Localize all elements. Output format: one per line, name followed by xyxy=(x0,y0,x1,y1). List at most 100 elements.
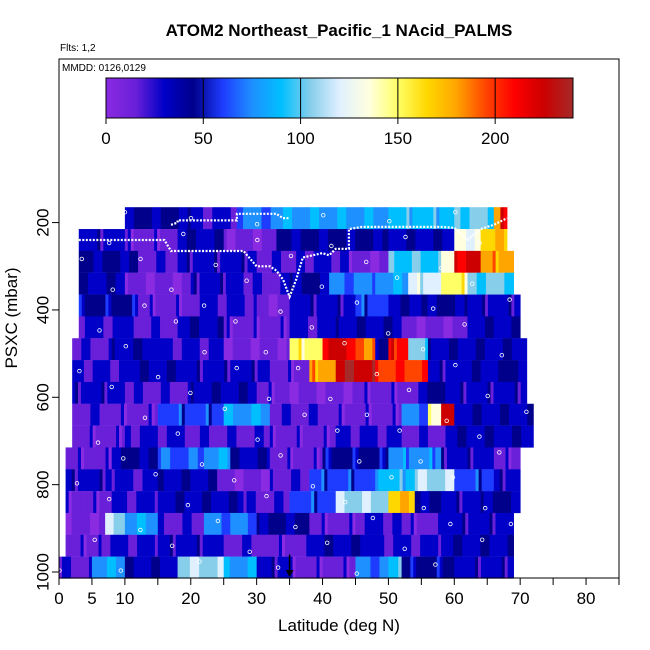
heatmap-cell xyxy=(268,294,273,317)
heatmap-cell xyxy=(184,294,189,317)
heatmap-cell xyxy=(326,316,330,339)
heatmap-cell xyxy=(425,512,430,535)
heatmap-cell xyxy=(307,447,312,470)
heatmap-cell xyxy=(343,229,347,252)
heatmap-cell xyxy=(373,250,377,273)
heatmap-cell xyxy=(241,381,246,404)
heatmap-cell xyxy=(250,250,255,273)
heatmap-cell xyxy=(245,534,249,557)
heatmap-cell xyxy=(258,229,263,252)
heatmap-cell xyxy=(169,381,174,404)
heatmap-cell xyxy=(477,491,482,514)
heatmap-cell xyxy=(250,229,254,252)
heatmap-cell xyxy=(495,556,500,579)
heatmap-cell xyxy=(133,360,138,383)
heatmap-cell xyxy=(443,316,447,339)
heatmap-cell xyxy=(157,403,162,426)
heatmap-cell xyxy=(451,207,455,230)
colorbar-tick-label: 150 xyxy=(384,129,412,148)
heatmap-cell xyxy=(245,403,249,426)
heatmap-cell xyxy=(428,316,432,339)
heatmap-cell xyxy=(348,250,353,273)
heatmap-cell xyxy=(385,229,389,252)
heatmap-cell xyxy=(291,360,295,383)
heatmap-cell xyxy=(81,316,86,339)
heatmap-cell xyxy=(414,272,418,295)
heatmap-cell xyxy=(499,469,504,492)
heatmap-cell xyxy=(231,272,236,295)
heatmap-cell xyxy=(258,491,263,514)
sample-marker xyxy=(175,431,180,436)
heatmap-cell xyxy=(209,425,213,448)
heatmap-cell xyxy=(507,534,511,557)
heatmap-cell xyxy=(361,250,365,273)
heatmap-cell xyxy=(394,207,398,230)
heatmap-cell xyxy=(284,403,289,426)
heatmap-cell xyxy=(344,403,349,426)
heatmap-cell xyxy=(163,491,168,514)
heatmap-cell xyxy=(403,207,407,230)
heatmap-cell xyxy=(242,534,246,557)
heatmap-cell xyxy=(376,512,381,535)
heatmap-cell xyxy=(222,491,227,514)
heatmap-cell xyxy=(486,556,491,579)
heatmap-cell xyxy=(472,403,476,426)
heatmap-cell xyxy=(273,207,278,230)
heatmap-cell xyxy=(98,381,102,404)
heatmap-cell xyxy=(89,534,93,557)
sample-marker xyxy=(109,384,114,390)
heatmap-cell xyxy=(500,207,505,230)
heatmap-cell xyxy=(227,512,231,535)
heatmap-cell xyxy=(508,447,512,470)
heatmap-cell xyxy=(383,512,387,535)
heatmap-cell xyxy=(328,338,332,361)
heatmap-cell xyxy=(340,381,344,404)
heatmap-cell xyxy=(411,272,415,295)
heatmap-cell xyxy=(422,556,426,579)
heatmap-cell xyxy=(172,338,177,361)
heatmap-cell xyxy=(462,512,466,535)
heatmap-cell xyxy=(206,207,210,230)
heatmap-cell xyxy=(127,512,132,535)
heatmap-cell xyxy=(90,447,94,470)
heatmap-cell xyxy=(321,229,326,252)
heatmap-cell xyxy=(111,338,116,361)
heatmap-cell xyxy=(328,447,332,470)
heatmap-cell xyxy=(277,250,282,273)
heatmap-cell xyxy=(322,447,326,470)
heatmap-cell xyxy=(277,491,281,514)
heatmap-cell xyxy=(416,338,420,361)
heatmap-cell xyxy=(241,556,246,579)
heatmap-cell xyxy=(489,512,493,535)
heatmap-cell xyxy=(323,272,327,295)
heatmap-cell xyxy=(248,447,252,470)
heatmap-cell xyxy=(167,447,171,470)
heatmap-cell xyxy=(510,272,514,295)
heatmap-cell xyxy=(298,491,303,514)
y-tick-label: 400 xyxy=(33,296,52,324)
heatmap-cell xyxy=(71,534,75,557)
heatmap-cell xyxy=(263,469,268,492)
sample-marker xyxy=(118,568,123,573)
heatmap-cell xyxy=(376,294,380,317)
heatmap-cell xyxy=(196,229,200,252)
heatmap-cell xyxy=(202,272,206,295)
heatmap-cell xyxy=(136,272,141,295)
heatmap-cell xyxy=(272,534,277,557)
heatmap-cell xyxy=(369,469,373,492)
heatmap-cell xyxy=(248,360,252,383)
heatmap-cell xyxy=(490,469,495,492)
heatmap-cell xyxy=(257,447,262,470)
sample-marker xyxy=(169,287,174,292)
heatmap-cell xyxy=(261,229,266,252)
heatmap-cell xyxy=(338,272,342,295)
heatmap-cell xyxy=(100,556,105,579)
heatmap-cell xyxy=(129,294,133,317)
heatmap-cell xyxy=(120,338,125,361)
heatmap-cell xyxy=(78,403,82,426)
heatmap-cell xyxy=(101,360,105,383)
heatmap-cell xyxy=(483,556,488,579)
heatmap-cell xyxy=(444,447,448,470)
heatmap-cell xyxy=(145,469,149,492)
heatmap-cell xyxy=(389,512,393,535)
